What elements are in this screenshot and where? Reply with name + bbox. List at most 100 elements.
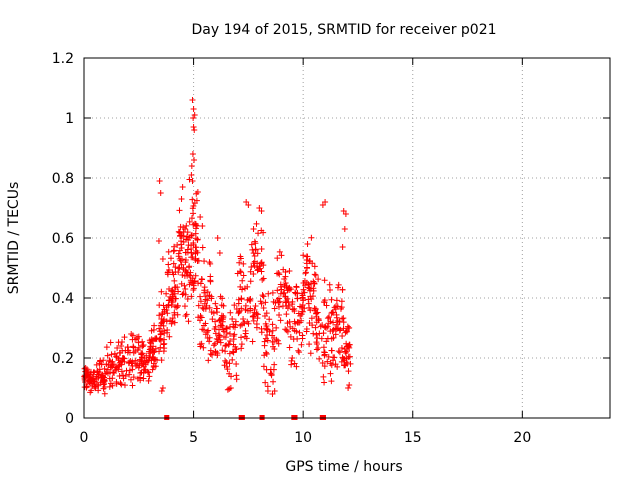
- data-point: [81, 384, 88, 391]
- data-point: [176, 207, 183, 214]
- data-point: [282, 299, 289, 306]
- data-point: [150, 343, 157, 350]
- data-point: [222, 342, 229, 349]
- x-tick-label: 5: [189, 430, 198, 446]
- data-point: [100, 357, 107, 364]
- data-point: [275, 340, 282, 347]
- y-tick-label: 0: [65, 411, 74, 427]
- data-point: [101, 390, 108, 397]
- data-point: [189, 254, 196, 261]
- data-point: [317, 323, 324, 330]
- data-point: [240, 320, 247, 327]
- data-point: [209, 351, 216, 358]
- data-point: [141, 366, 148, 373]
- data-point: [197, 298, 204, 305]
- data-point: [262, 299, 269, 306]
- data-point: [331, 304, 338, 311]
- data-point: [103, 344, 110, 351]
- data-point: [247, 278, 254, 285]
- data-point: [199, 244, 206, 251]
- data-point: [307, 350, 314, 357]
- y-tick-label: 1: [65, 111, 74, 127]
- data-point: [232, 318, 239, 325]
- data-point: [121, 358, 128, 365]
- data-point: [278, 286, 285, 293]
- data-point: [198, 314, 205, 321]
- data-point: [335, 284, 342, 291]
- data-point: [225, 341, 232, 348]
- data-point: [220, 313, 227, 320]
- data-point: [332, 331, 339, 338]
- data-point: [261, 352, 268, 359]
- data-point: [190, 106, 197, 112]
- data-point: [319, 360, 326, 367]
- data-point: [188, 250, 195, 257]
- data-point: [339, 332, 346, 339]
- data-point: [250, 226, 257, 233]
- data-point: [308, 234, 315, 241]
- x-tick-label: 10: [294, 430, 312, 446]
- data-point: [157, 335, 164, 342]
- data-point: [333, 303, 340, 310]
- data-point: [130, 349, 137, 356]
- data-point: [109, 382, 116, 389]
- data-point: [294, 335, 301, 342]
- data-point: [96, 366, 103, 373]
- data-point: [313, 331, 320, 338]
- data-point: [251, 306, 258, 313]
- data-point: [246, 296, 253, 303]
- data-point: [321, 352, 328, 359]
- data-point: [283, 311, 290, 318]
- data-point: [192, 272, 199, 279]
- data-point: [269, 343, 276, 350]
- data-point: [313, 339, 320, 346]
- data-point: [221, 362, 228, 369]
- data-point: [270, 378, 277, 385]
- data-point: [200, 344, 207, 351]
- data-point: [294, 295, 301, 302]
- data-point: [320, 330, 327, 337]
- data-point: [109, 375, 116, 382]
- data-point: [330, 309, 337, 316]
- data-point: [171, 243, 178, 250]
- data-point: [111, 350, 118, 357]
- data-point: [118, 381, 125, 388]
- data-point: [276, 271, 283, 278]
- data-point: [108, 364, 115, 371]
- data-point: [188, 172, 195, 178]
- data-point: [157, 344, 164, 351]
- data-point: [306, 258, 313, 265]
- data-point: [204, 288, 211, 295]
- data-point: [214, 338, 221, 345]
- data-point: [340, 315, 347, 322]
- y-tick-label: 1.2: [52, 51, 74, 67]
- data-point: [197, 341, 204, 348]
- data-point: [240, 315, 247, 322]
- data-point: [126, 371, 133, 378]
- data-point: [216, 317, 223, 324]
- data-point: [312, 324, 319, 331]
- data-point: [236, 259, 243, 266]
- data-point: [338, 304, 345, 311]
- data-point: [298, 290, 305, 297]
- data-point: [120, 355, 127, 362]
- data-point: [169, 315, 176, 322]
- data-point: [320, 373, 327, 380]
- data-point: [190, 203, 197, 210]
- data-point: [207, 277, 214, 284]
- data-point: [168, 320, 175, 327]
- data-point: [231, 331, 238, 338]
- data-point: [228, 373, 235, 380]
- data-point: [260, 229, 267, 236]
- data-point: [311, 280, 318, 286]
- y-tick-label: 0.8: [52, 171, 74, 187]
- data-point: [299, 294, 306, 301]
- data-point: [168, 297, 175, 304]
- data-point: [258, 259, 265, 266]
- data-point: [94, 381, 101, 388]
- data-point: [257, 298, 264, 305]
- data-point: [161, 327, 168, 334]
- data-point: [232, 346, 239, 353]
- data-point: [299, 308, 306, 315]
- data-point: [171, 319, 178, 326]
